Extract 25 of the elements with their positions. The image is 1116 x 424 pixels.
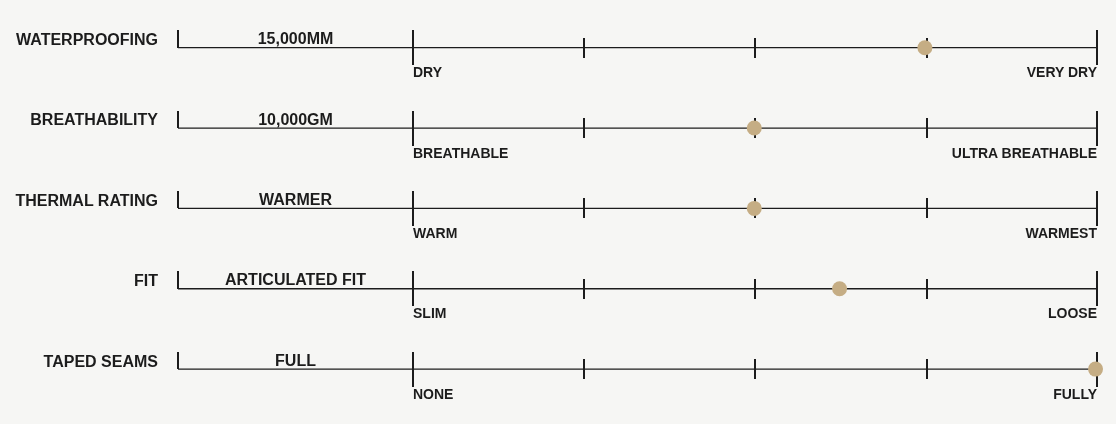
y-tick-label: TAPED SEAMS — [43, 352, 159, 370]
annotation: ULTRA BREATHABLE — [951, 144, 1097, 161]
annotation: WARMEST — [1025, 224, 1098, 241]
y-tick-label: FIT — [134, 272, 159, 290]
text: BREATHABLE — [413, 144, 509, 161]
y-tick-label: WATERPROOFING — [16, 31, 158, 49]
text: DRY — [413, 64, 443, 81]
text: 10,000GM — [258, 110, 333, 128]
point — [917, 40, 933, 56]
text: ARTICULATED FIT — [224, 271, 367, 289]
text: SLIM — [413, 305, 447, 322]
point — [1088, 361, 1104, 377]
annotation: VERY DRY — [1026, 64, 1098, 81]
annotation: LOOSE — [1047, 305, 1097, 322]
point — [746, 200, 762, 216]
text: FULL — [275, 351, 317, 369]
text: WARM — [413, 224, 458, 241]
text: NONE — [413, 385, 454, 402]
y-tick-label: THERMAL RATING — [15, 191, 158, 209]
annotation: FULLY — [1053, 385, 1098, 402]
y-tick-label: BREATHABILITY — [30, 111, 159, 129]
text: WARMER — [259, 190, 333, 208]
point — [746, 120, 762, 136]
point — [832, 281, 848, 297]
text: 15,000MM — [257, 30, 334, 48]
